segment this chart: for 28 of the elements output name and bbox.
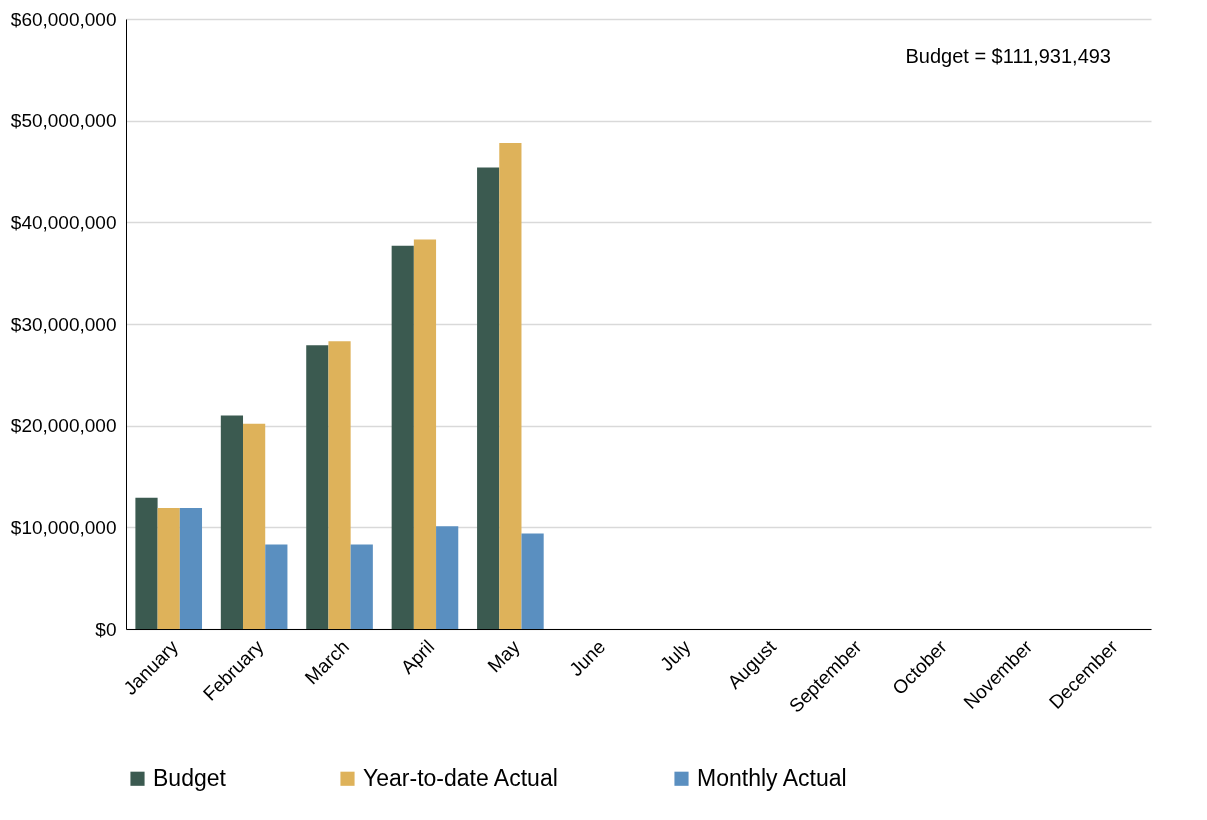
bar: [499, 143, 522, 629]
y-tick-label: $10,000,000: [10, 516, 117, 538]
bar: [306, 345, 329, 629]
bar: [179, 508, 203, 629]
legend-label: Monthly Actual: [697, 764, 847, 791]
legend-label: Budget: [153, 764, 227, 791]
y-tick-label: $30,000,000: [10, 313, 117, 335]
bar: [157, 508, 180, 629]
bar: [436, 526, 459, 629]
y-tick-label: $0: [95, 618, 117, 640]
y-tick-label: $20,000,000: [10, 415, 117, 437]
legend-label: Year-to-date Actual: [363, 764, 558, 791]
bar: [413, 239, 437, 629]
bar: [477, 167, 500, 629]
bar: [265, 544, 288, 629]
y-tick-label: $60,000,000: [10, 8, 117, 30]
bar: [243, 423, 266, 629]
y-tick-label: $50,000,000: [10, 110, 117, 132]
bar: [521, 533, 544, 629]
annotation: Budget = $111,931,493: [905, 45, 1111, 67]
x-tick-label: July: [655, 635, 695, 675]
bar: [220, 415, 244, 629]
bar: [328, 341, 351, 629]
y-tick-label: $40,000,000: [10, 211, 117, 233]
bar: [391, 245, 414, 629]
x-tick-label: May: [483, 635, 525, 677]
bar: [135, 497, 158, 629]
bar: [350, 544, 373, 629]
